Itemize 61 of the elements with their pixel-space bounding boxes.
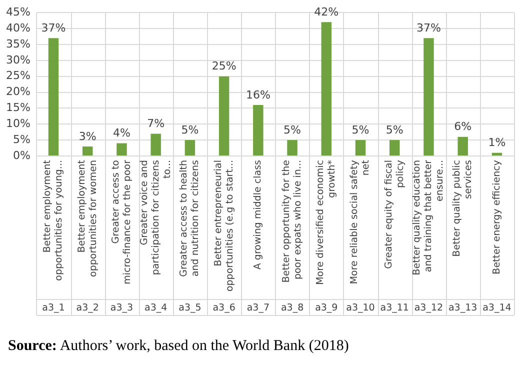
- x-tick-label: Better opportunity for the poor expats who live in...: [281, 160, 304, 283]
- x-tick-label: Greater voice and participation for citizens to...: [138, 160, 173, 276]
- y-tick-label: 45%: [6, 5, 30, 18]
- text: a3_1: [42, 302, 65, 314]
- data-label: 25%: [212, 60, 236, 73]
- data-label: 16%: [246, 88, 270, 102]
- text: a3_11: [380, 302, 409, 314]
- bar: [48, 38, 59, 156]
- y-tick-label: 5%: [12, 132, 30, 146]
- bar: [82, 146, 93, 156]
- text: a3_14: [482, 302, 512, 314]
- y-tick-label: 15%: [6, 101, 30, 114]
- bar: [492, 152, 502, 156]
- bar: [321, 22, 332, 156]
- y-tick-label: 35%: [6, 37, 30, 50]
- text: a3_2: [76, 302, 99, 314]
- text: a3_12: [414, 302, 444, 314]
- y-tick-label: 20%: [6, 85, 30, 98]
- x-tick-label: Better quality education and training that better ensure...: [412, 160, 446, 276]
- bar: [389, 140, 400, 156]
- y-tick-label: 25%: [6, 69, 30, 82]
- text: a3_9: [315, 302, 338, 314]
- data-label: 5%: [181, 123, 199, 136]
- text: a3_8: [280, 302, 304, 314]
- data-label: 5%: [352, 123, 370, 136]
- x-tick-label: Better entrepreneurial opportunities (e.g to start...: [212, 160, 236, 292]
- bar: [355, 140, 366, 156]
- bar: [218, 76, 230, 156]
- bar: [287, 140, 298, 156]
- x-tick-label: Better employment opportunities for young...: [42, 160, 65, 281]
- y-tick-label: 40%: [6, 21, 30, 34]
- data-label: 3%: [78, 130, 96, 143]
- bar: [150, 134, 161, 156]
- data-label: 4%: [113, 126, 130, 140]
- text: a3_3: [110, 302, 134, 314]
- text: a3_5: [178, 302, 202, 314]
- x-tick-label: More reliable social safety net: [349, 160, 372, 284]
- text: a3_7: [246, 302, 270, 314]
- bar: [424, 38, 434, 156]
- data-label: 5%: [284, 123, 302, 136]
- data-label: 1%: [488, 136, 506, 150]
- text: a3_10: [346, 302, 375, 314]
- text: a3_4: [144, 302, 168, 314]
- y-tick-label: 0%: [12, 148, 30, 162]
- text: a3_13: [448, 302, 478, 314]
- bar: [458, 136, 468, 156]
- x-tick-label: A growing middle class: [252, 160, 264, 270]
- x-tick-label: Better energy efficiency: [491, 160, 502, 274]
- data-label: 42%: [314, 6, 339, 19]
- y-tick-label: 10%: [6, 116, 30, 130]
- text: a3_6: [212, 302, 236, 314]
- data-label: 37%: [416, 21, 441, 34]
- bar: [116, 143, 127, 156]
- data-label: 5%: [386, 123, 404, 136]
- data-label: 6%: [454, 120, 472, 134]
- data-label: 7%: [147, 117, 165, 130]
- data-label: 37%: [41, 21, 66, 34]
- bar: [184, 140, 196, 156]
- y-tick-label: 30%: [6, 53, 30, 66]
- bar: [253, 105, 264, 156]
- source-note: Source: Authors’ work, based on the World Bank (2018): [8, 338, 349, 355]
